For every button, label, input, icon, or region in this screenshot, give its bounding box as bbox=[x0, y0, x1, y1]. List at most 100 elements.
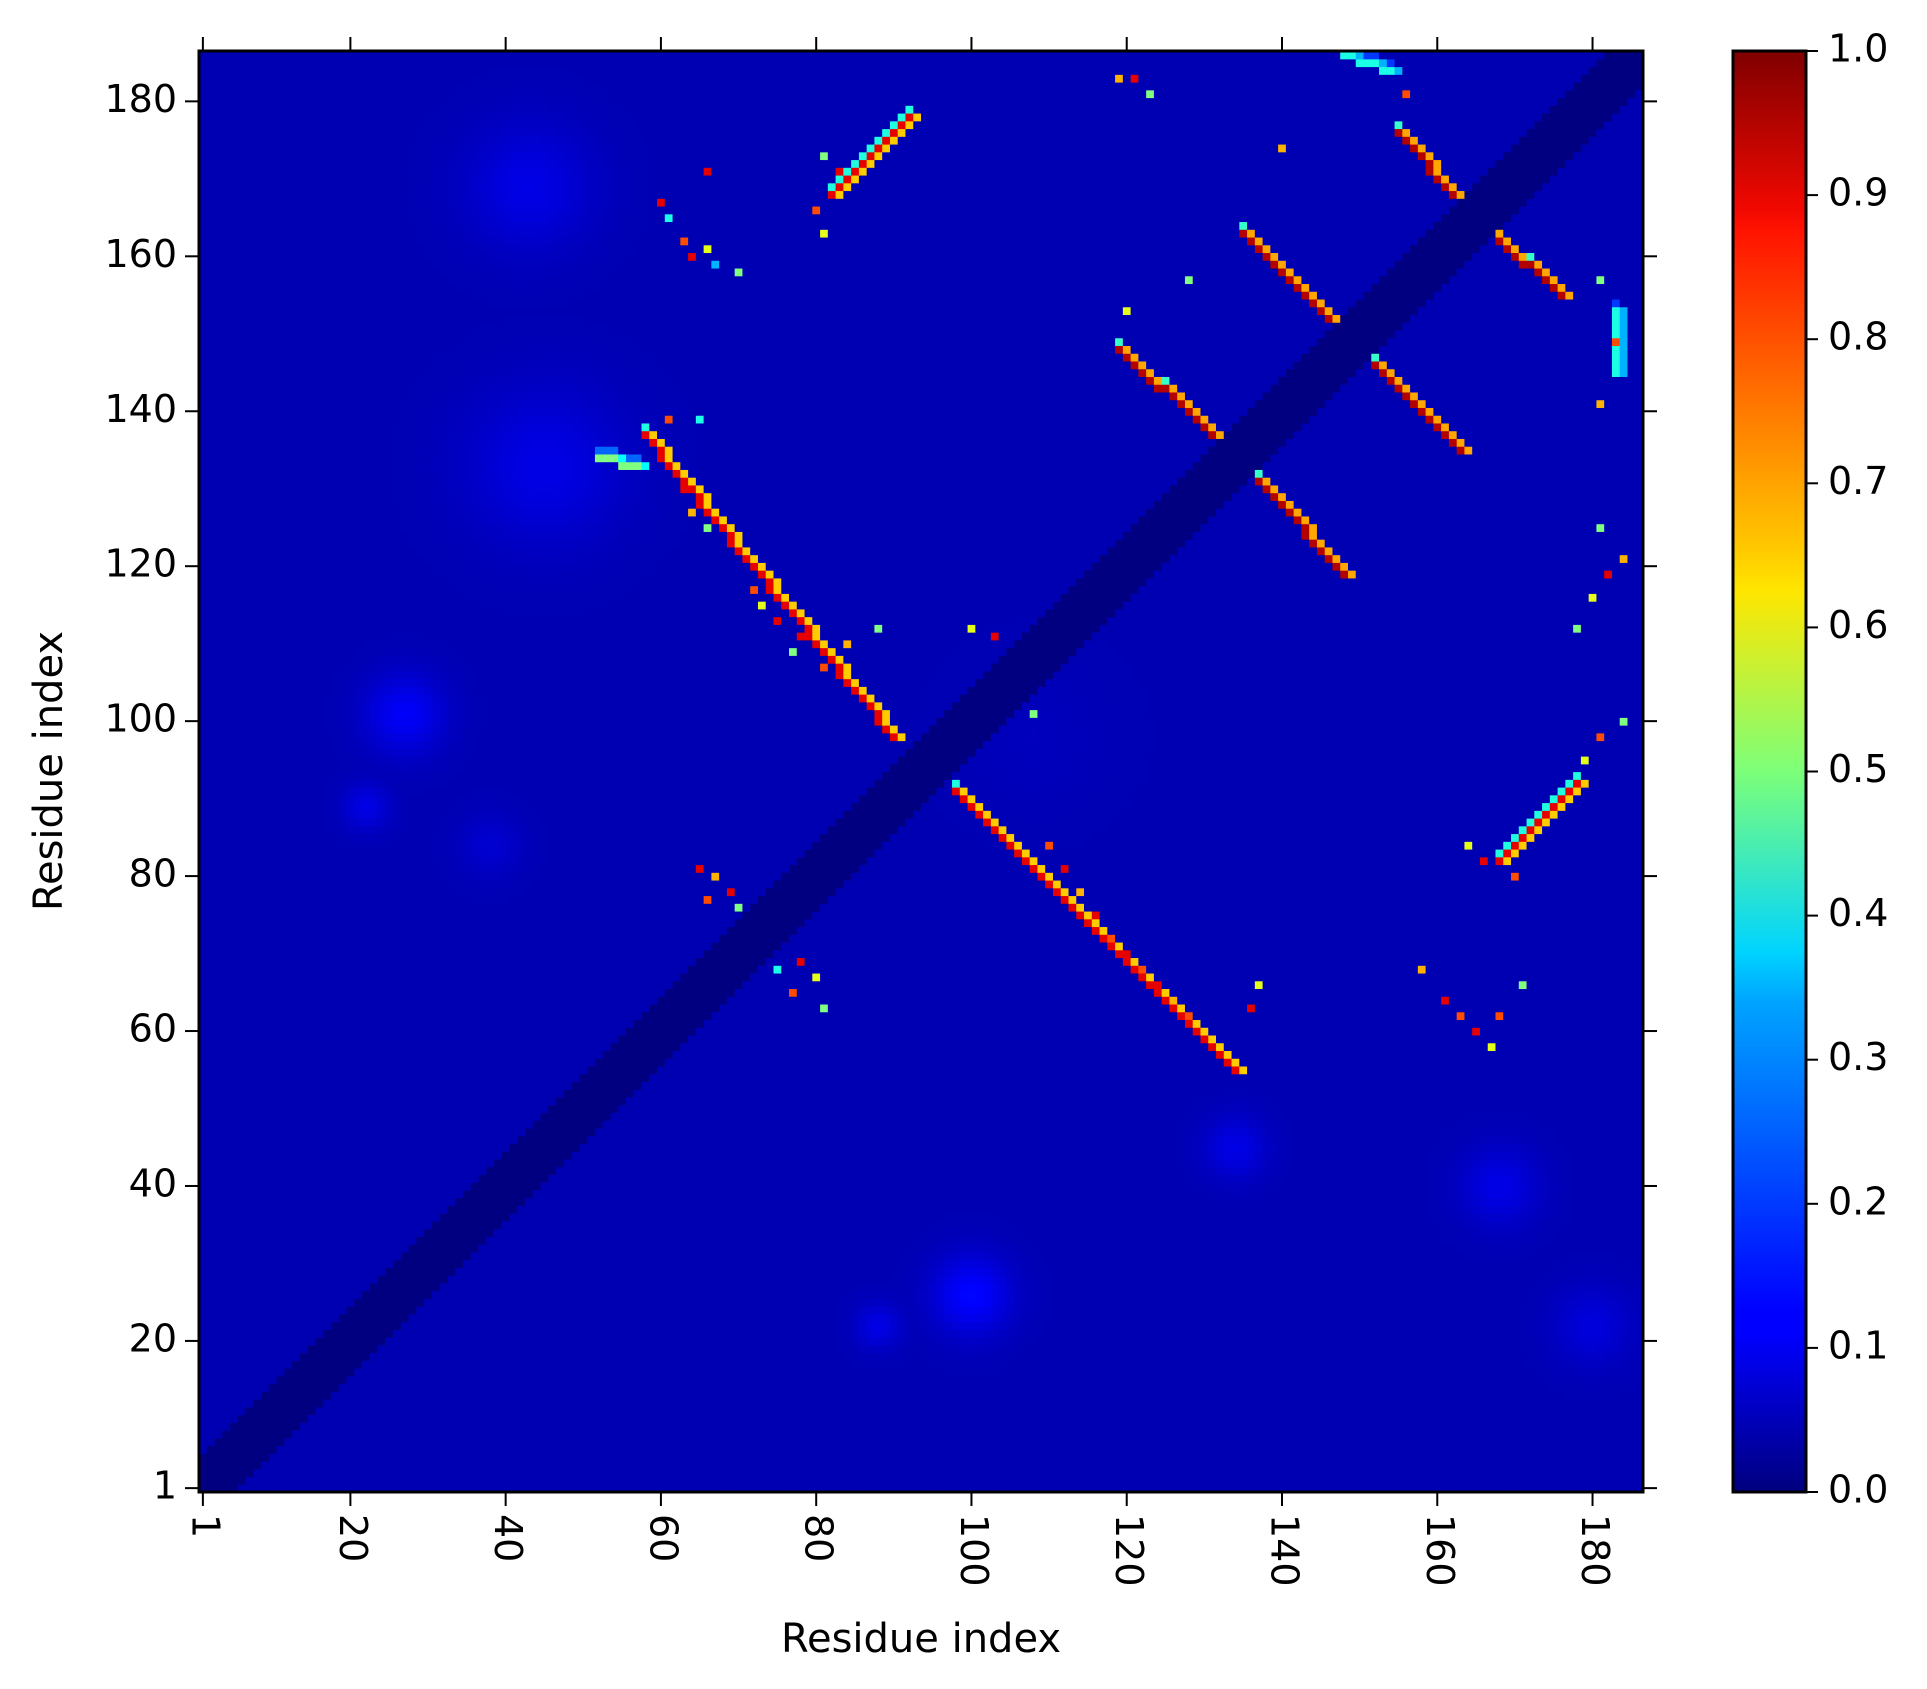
heatmap-cell bbox=[672, 1476, 681, 1485]
heatmap-cell bbox=[1464, 1383, 1473, 1392]
heatmap-cell bbox=[330, 1329, 340, 1338]
heatmap-cell bbox=[688, 1282, 697, 1292]
heatmap-cell bbox=[750, 1368, 759, 1377]
heatmap-cell bbox=[1542, 1422, 1551, 1431]
heatmap-cell bbox=[1635, 1383, 1643, 1392]
heatmap-cell bbox=[230, 1414, 239, 1423]
heatmap-cell bbox=[1216, 1352, 1225, 1361]
heatmap-cell bbox=[501, 1422, 511, 1431]
heatmap-cell bbox=[517, 1282, 526, 1292]
heatmap-cell bbox=[851, 1360, 860, 1369]
heatmap-cell bbox=[292, 1368, 301, 1377]
heatmap-cell bbox=[1084, 1306, 1093, 1315]
heatmap-cell bbox=[354, 1290, 363, 1299]
heatmap-cell bbox=[742, 1337, 751, 1346]
heatmap-cell bbox=[214, 1461, 223, 1470]
heatmap-cell bbox=[757, 1321, 767, 1330]
heatmap-cell bbox=[1487, 1360, 1497, 1369]
heatmap-cell bbox=[1503, 1461, 1512, 1470]
heatmap-cell bbox=[1588, 1476, 1598, 1485]
heatmap-cell bbox=[983, 1344, 992, 1354]
heatmap-cell bbox=[921, 1484, 930, 1492]
heatmap-cell bbox=[781, 1468, 790, 1478]
heatmap-cell bbox=[369, 1306, 379, 1315]
heatmap-cell bbox=[587, 1337, 596, 1346]
heatmap-cell bbox=[882, 1298, 891, 1307]
heatmap-cell bbox=[1611, 1313, 1621, 1323]
heatmap-cell bbox=[424, 1321, 433, 1330]
heatmap-cell bbox=[952, 1368, 961, 1377]
heatmap-cell bbox=[664, 1406, 674, 1416]
heatmap-cell bbox=[1518, 1437, 1528, 1447]
heatmap-cell bbox=[959, 1329, 969, 1338]
heatmap-cell bbox=[719, 1430, 728, 1439]
heatmap-cell bbox=[299, 1290, 309, 1299]
heatmap-cell bbox=[975, 1445, 984, 1454]
heatmap-cell bbox=[1161, 1414, 1171, 1423]
heatmap-cell bbox=[354, 1468, 363, 1478]
heatmap-cell bbox=[307, 1453, 317, 1462]
heatmap-cell bbox=[1192, 1368, 1202, 1377]
heatmap-cell bbox=[1146, 1368, 1155, 1377]
heatmap-cell bbox=[1254, 1461, 1264, 1470]
heatmap-cell bbox=[913, 1453, 922, 1462]
heatmap-cell bbox=[1363, 1422, 1372, 1431]
heatmap-cell bbox=[618, 1313, 627, 1323]
heatmap-cell bbox=[292, 1391, 301, 1400]
heatmap-cell bbox=[734, 1406, 744, 1416]
heatmap-cell bbox=[1495, 1352, 1504, 1361]
heatmap-cell bbox=[1309, 1430, 1318, 1439]
heatmap-cell bbox=[199, 1422, 208, 1431]
heatmap-cell bbox=[431, 1476, 441, 1485]
heatmap-cell bbox=[936, 1430, 945, 1439]
heatmap-cell bbox=[245, 1290, 254, 1299]
heatmap-cell bbox=[975, 1321, 984, 1330]
heatmap-cell bbox=[1014, 1368, 1023, 1377]
heatmap-cell bbox=[827, 1337, 837, 1346]
heatmap-cell bbox=[525, 1290, 534, 1299]
heatmap-cell bbox=[990, 1391, 1000, 1400]
heatmap-cell bbox=[594, 1437, 604, 1447]
heatmap-cell bbox=[944, 1282, 953, 1292]
heatmap-cell bbox=[579, 1476, 588, 1485]
heatmap-cell bbox=[362, 1352, 371, 1361]
heatmap-cell bbox=[843, 1375, 852, 1385]
heatmap-cell bbox=[1006, 1298, 1015, 1307]
heatmap-cell bbox=[765, 1399, 775, 1408]
heatmap-cell bbox=[214, 1414, 223, 1423]
heatmap-cell bbox=[385, 1352, 394, 1361]
heatmap-cell bbox=[571, 1352, 581, 1361]
heatmap-cell bbox=[261, 1391, 270, 1400]
heatmap-cell bbox=[664, 1298, 674, 1307]
heatmap-cell bbox=[222, 1414, 231, 1423]
heatmap-cell bbox=[455, 1422, 464, 1431]
heatmap-cell bbox=[354, 1337, 363, 1346]
heatmap-cell bbox=[688, 1329, 697, 1338]
heatmap-cell bbox=[1021, 1329, 1031, 1338]
heatmap-cell bbox=[276, 1313, 285, 1323]
heatmap-cell bbox=[509, 1282, 518, 1292]
heatmap-cell bbox=[1301, 1484, 1310, 1492]
heatmap-cell bbox=[1464, 1313, 1473, 1323]
heatmap-cell bbox=[206, 1399, 216, 1408]
heatmap-cell bbox=[1394, 1352, 1403, 1361]
heatmap-cell bbox=[820, 1368, 829, 1377]
heatmap-cell bbox=[874, 1461, 883, 1470]
heatmap-cell bbox=[230, 1282, 239, 1292]
heatmap-cell bbox=[688, 1476, 697, 1485]
heatmap-cell bbox=[1518, 1430, 1528, 1439]
heatmap-cell bbox=[330, 1468, 340, 1478]
heatmap-cell bbox=[517, 1383, 526, 1392]
heatmap-cell bbox=[330, 1422, 340, 1431]
heatmap-cell bbox=[781, 1360, 790, 1369]
heatmap-cell bbox=[284, 1430, 293, 1439]
heatmap-cell bbox=[1052, 1352, 1062, 1361]
heatmap-cell bbox=[1138, 1360, 1147, 1369]
heatmap-cell bbox=[1262, 1468, 1271, 1478]
heatmap-cell bbox=[1122, 1461, 1132, 1470]
heatmap-cell bbox=[1511, 1406, 1520, 1416]
heatmap-cell bbox=[1052, 1290, 1062, 1299]
heatmap-cell bbox=[1270, 1484, 1279, 1492]
heatmap-cell bbox=[750, 1298, 759, 1307]
heatmap-cell bbox=[1340, 1282, 1349, 1292]
